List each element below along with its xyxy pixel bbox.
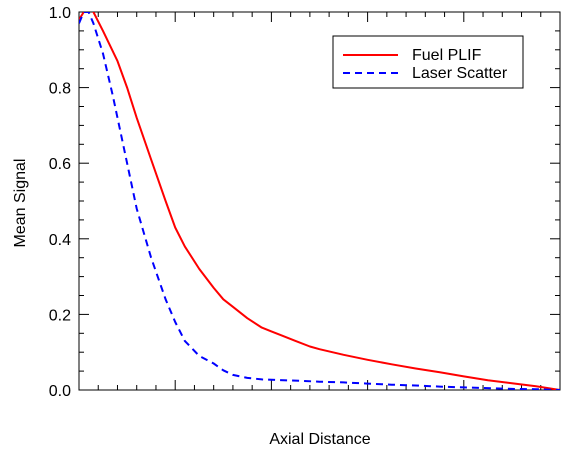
series-line-fuel-plif (79, 12, 560, 390)
legend-box (332, 35, 524, 89)
x-axis-label: Axial Distance (269, 431, 370, 448)
legend: Fuel PLIF Laser Scatter (332, 35, 524, 89)
y-tick-label: 0.6 (49, 156, 71, 173)
y-tick-label: 0.8 (49, 81, 71, 98)
legend-label-fuel-plif: Fuel PLIF (412, 47, 482, 64)
series-line-laser-scatter (79, 12, 560, 390)
y-tick-label: 0.0 (49, 383, 71, 400)
y-tick-label: 1.0 (49, 5, 71, 22)
legend-label-laser-scatter: Laser Scatter (412, 65, 508, 82)
y-tick-label: 0.4 (49, 232, 71, 249)
y-axis-label: Mean Signal (12, 159, 29, 248)
axes: 0.0 0.2 0.4 0.6 0.8 1.0 (49, 5, 561, 400)
series-lines (79, 12, 560, 390)
y-tick-label: 0.2 (49, 307, 71, 324)
